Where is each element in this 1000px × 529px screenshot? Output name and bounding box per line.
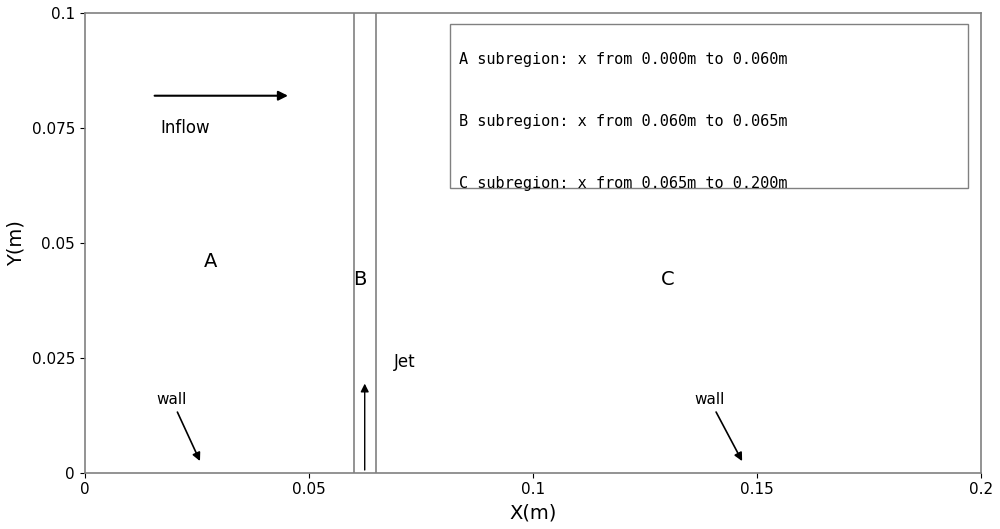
Text: wall: wall [694, 392, 741, 460]
Text: C: C [660, 270, 674, 289]
Text: A: A [203, 252, 217, 271]
FancyBboxPatch shape [450, 24, 968, 188]
Text: wall: wall [156, 392, 199, 459]
X-axis label: X(m): X(m) [509, 503, 556, 522]
Text: B subregion: x from 0.060m to 0.065m: B subregion: x from 0.060m to 0.065m [459, 114, 788, 129]
Text: Inflow: Inflow [161, 118, 210, 136]
Text: C subregion: x from 0.065m to 0.200m: C subregion: x from 0.065m to 0.200m [459, 176, 788, 191]
Y-axis label: Y(m): Y(m) [7, 220, 26, 266]
Text: Jet: Jet [394, 353, 415, 371]
Text: B: B [354, 270, 367, 289]
Text: A subregion: x from 0.000m to 0.060m: A subregion: x from 0.000m to 0.060m [459, 52, 788, 67]
